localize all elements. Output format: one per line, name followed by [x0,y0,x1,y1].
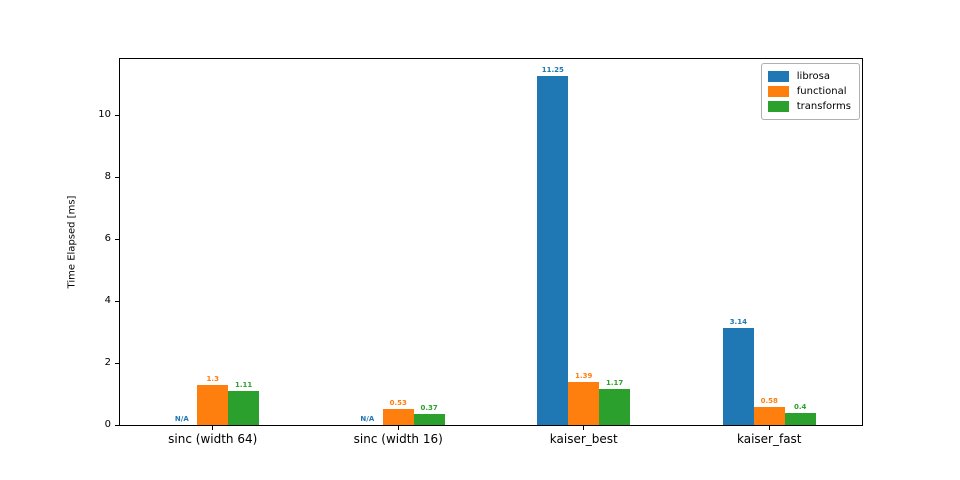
bar-functional-3 [753,407,785,425]
legend-entry-functional: functional [767,84,851,99]
x-tick-mark [583,426,585,430]
y-tick-label: 0 [104,419,111,430]
legend: librosa functional transforms [760,63,860,120]
legend-swatch-transforms-icon [767,101,789,112]
bar-value-label: N/A [360,415,375,423]
y-tick-label: 6 [104,233,111,245]
legend-label-transforms: transforms [796,101,851,112]
y-tick-mark [115,114,119,116]
y-tick-mark [115,362,119,364]
x-tick-label: kaiser_best [549,432,618,446]
legend-swatch-librosa-icon [767,71,789,82]
bar-value-label: 1.17 [606,378,624,387]
legend-swatch-functional-icon [767,86,789,97]
bar-value-label: 0.53 [389,398,407,407]
legend-entry-librosa: librosa [767,69,851,84]
y-tick-label: 10 [98,109,111,121]
bar-librosa-3 [722,327,754,425]
y-tick-label: 2 [104,357,111,369]
x-tick-label: sinc (width 64) [168,432,258,446]
bar-value-label: 0.4 [793,402,807,411]
legend-entry-transforms: transforms [767,99,851,114]
bar-transforms-1 [413,413,445,425]
x-tick-mark [397,426,399,430]
legend-label-librosa: librosa [796,71,831,82]
y-tick-mark [115,238,119,240]
legend-label-functional: functional [796,86,847,97]
bar-value-label: 3.14 [729,317,747,326]
bar-value-label: 1.39 [575,371,593,380]
bar-functional-0 [197,384,229,425]
bar-functional-2 [568,381,600,425]
y-tick-label: 4 [104,295,111,307]
bar-functional-1 [382,408,414,425]
bar-transforms-0 [228,390,260,425]
plot-area: librosa functional transforms 0 2 4 6 8 10 sin… [98,58,863,446]
x-tick-label: sinc (width 16) [353,432,443,446]
y-tick-mark [115,424,119,426]
y-tick-mark [115,176,119,178]
bar-value-label: 1.3 [206,374,219,383]
x-tick-mark [768,426,770,430]
bar-value-label: 11.25 [541,66,564,75]
bar-value-label: N/A [174,415,189,423]
bar-transforms-2 [599,388,631,425]
bar-value-label: 1.11 [235,380,253,389]
bar-value-label: 0.37 [420,403,438,412]
y-tick-label: 8 [104,171,111,183]
bar-value-label: 0.58 [760,397,778,406]
bar-transforms-3 [784,412,816,425]
x-tick-label: kaiser_fast [736,432,802,446]
x-tick-mark [212,426,214,430]
y-tick-mark [115,300,119,302]
bar-librosa-2 [537,76,569,425]
